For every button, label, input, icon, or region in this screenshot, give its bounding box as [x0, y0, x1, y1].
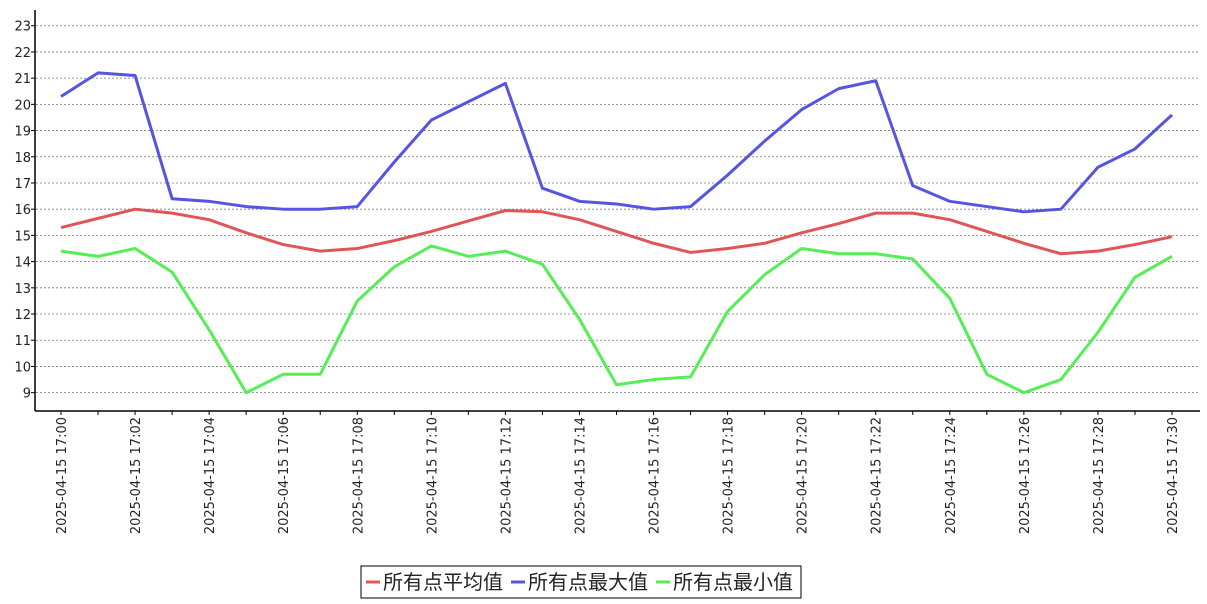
x-tick-label: 2025-04-15 17:28: [1092, 417, 1107, 534]
y-tick-label: 23: [14, 20, 31, 35]
x-tick-label: 2025-04-15 17:22: [870, 417, 885, 534]
x-tick-label: 2025-04-15 17:12: [499, 417, 514, 534]
x-tick-label: 2025-04-15 17:20: [796, 417, 811, 534]
x-tick-label: 2025-04-15 17:24: [944, 417, 959, 534]
x-tick-label: 2025-04-15 17:10: [425, 417, 440, 534]
series-line: [60, 244, 1173, 395]
y-tick-label: 18: [14, 151, 31, 166]
x-tick-label: 2025-04-15 17:30: [1166, 417, 1181, 534]
x-tick-label: 2025-04-15 17:14: [573, 417, 588, 534]
legend-label: 所有点最小值: [673, 570, 793, 594]
y-tick-label: 21: [14, 72, 31, 87]
y-tick-label: 12: [14, 308, 31, 323]
y-tick-label: 16: [14, 203, 31, 218]
y-tick-label: 19: [14, 125, 31, 140]
x-tick-label: 2025-04-15 17:00: [55, 417, 70, 534]
x-tick-label: 2025-04-15 17:08: [351, 417, 366, 534]
x-tick-label: 2025-04-15 17:16: [648, 417, 663, 534]
y-tick-label: 11: [14, 334, 31, 349]
y-tick-label: 14: [14, 256, 31, 271]
y-tick-label: 10: [14, 360, 31, 375]
x-tick-label: 2025-04-15 17:06: [277, 417, 292, 534]
x-tick-label: 2025-04-15 17:04: [203, 417, 218, 534]
y-tick-label: 17: [14, 177, 31, 192]
legend-label: 所有点最大值: [528, 570, 648, 594]
x-tick-label: 2025-04-15 17:18: [722, 417, 737, 534]
y-tick-label: 20: [14, 98, 31, 113]
y-tick-label: 9: [23, 387, 31, 402]
legend: 所有点平均值 所有点最大值 所有点最小值: [360, 565, 802, 599]
y-tick-label: 13: [14, 282, 31, 297]
y-tick-label: 22: [14, 46, 31, 61]
x-tick-label: 2025-04-15 17:02: [129, 417, 144, 534]
legend-label: 所有点平均值: [383, 570, 503, 594]
legend-box: [360, 565, 802, 599]
series-line: [60, 207, 1173, 256]
x-tick-label: 2025-04-15 17:26: [1018, 417, 1033, 534]
y-tick-label: 15: [14, 229, 31, 244]
series-line: [60, 71, 1174, 214]
